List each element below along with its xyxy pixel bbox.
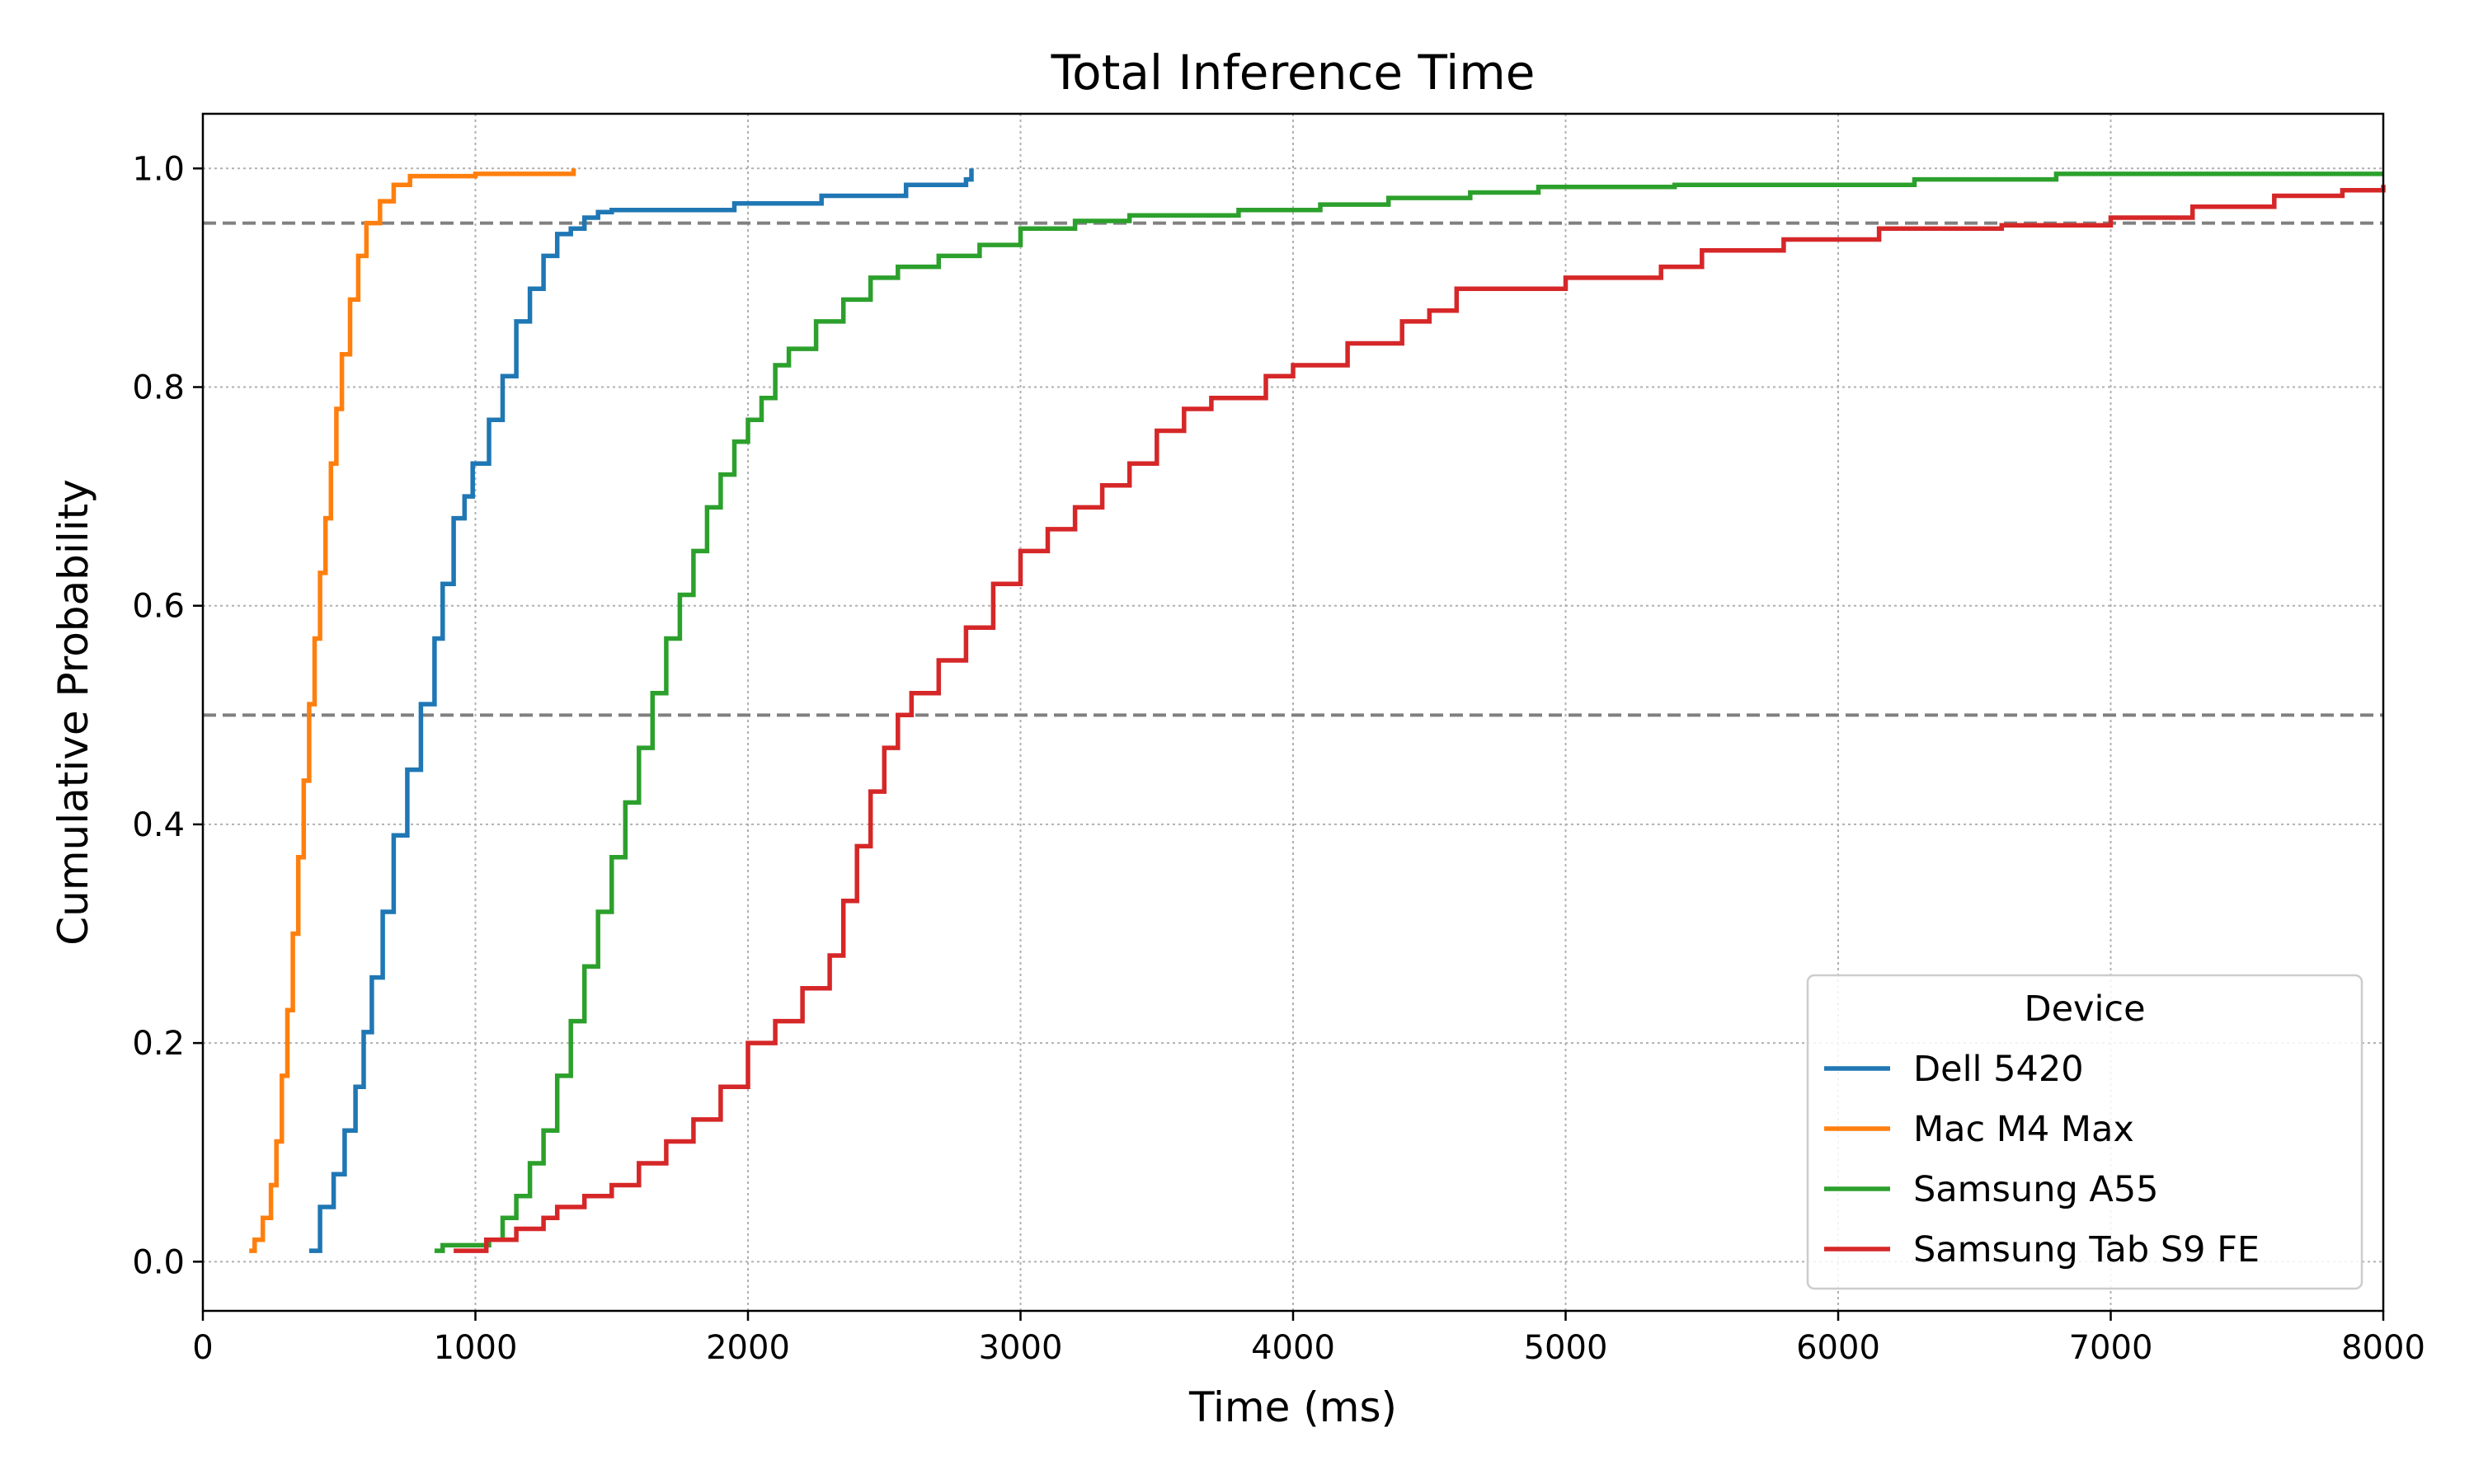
series-line-samsung-a55: [434, 171, 2383, 1253]
y-axis-title: Cumulative Probability: [49, 479, 97, 946]
y-tick-label: 0.2: [132, 1025, 185, 1063]
legend-label: Mac M4 Max: [1913, 1109, 2134, 1150]
legend-label: Samsung A55: [1913, 1169, 2159, 1210]
legend-label: Samsung Tab S9 FE: [1913, 1229, 2260, 1270]
x-axis-title: Time (ms): [1188, 1383, 1397, 1431]
x-tick-label: 3000: [979, 1329, 1063, 1367]
chart-title: Total Inference Time: [1051, 45, 1536, 101]
x-tick-label: 0: [192, 1329, 213, 1367]
x-tick-label: 2000: [706, 1329, 790, 1367]
y-tick-label: 0.8: [132, 369, 185, 407]
y-axis: 0.0 0.2 0.4 0.6 0.8 1.0: [132, 150, 203, 1281]
series-lines: [249, 168, 2386, 1253]
x-tick-label: 1000: [434, 1329, 518, 1367]
y-tick-label: 0.6: [132, 588, 185, 626]
y-tick-label: 0.4: [132, 806, 185, 844]
x-tick-label: 4000: [1251, 1329, 1335, 1367]
legend-box: [1806, 974, 2363, 1290]
y-tick-label: 0.0: [132, 1243, 185, 1281]
legend: Device Dell 5420 Mac M4 Max Samsung A55 Sam…: [1806, 974, 2363, 1290]
reference-lines: [203, 221, 2383, 717]
legend-title: Device: [2024, 989, 2145, 1030]
legend-entries: Dell 5420 Mac M4 Max Samsung A55 Samsung Ta…: [1824, 1049, 2260, 1270]
series-line-samsung-tab-s9-fe: [454, 185, 2386, 1253]
x-tick-label: 7000: [2069, 1329, 2153, 1367]
x-tick-label: 5000: [1524, 1329, 1608, 1367]
legend-label: Dell 5420: [1913, 1049, 2084, 1090]
series-line-dell-5420: [308, 168, 974, 1253]
series-line-mac-m4-max: [249, 168, 576, 1253]
x-axis: 0 1000 2000 3000 4000 5000 6000 7000 8000: [192, 1311, 2425, 1367]
x-tick-label: 8000: [2341, 1329, 2425, 1367]
x-tick-label: 6000: [1796, 1329, 1880, 1367]
y-tick-label: 1.0: [132, 150, 185, 188]
